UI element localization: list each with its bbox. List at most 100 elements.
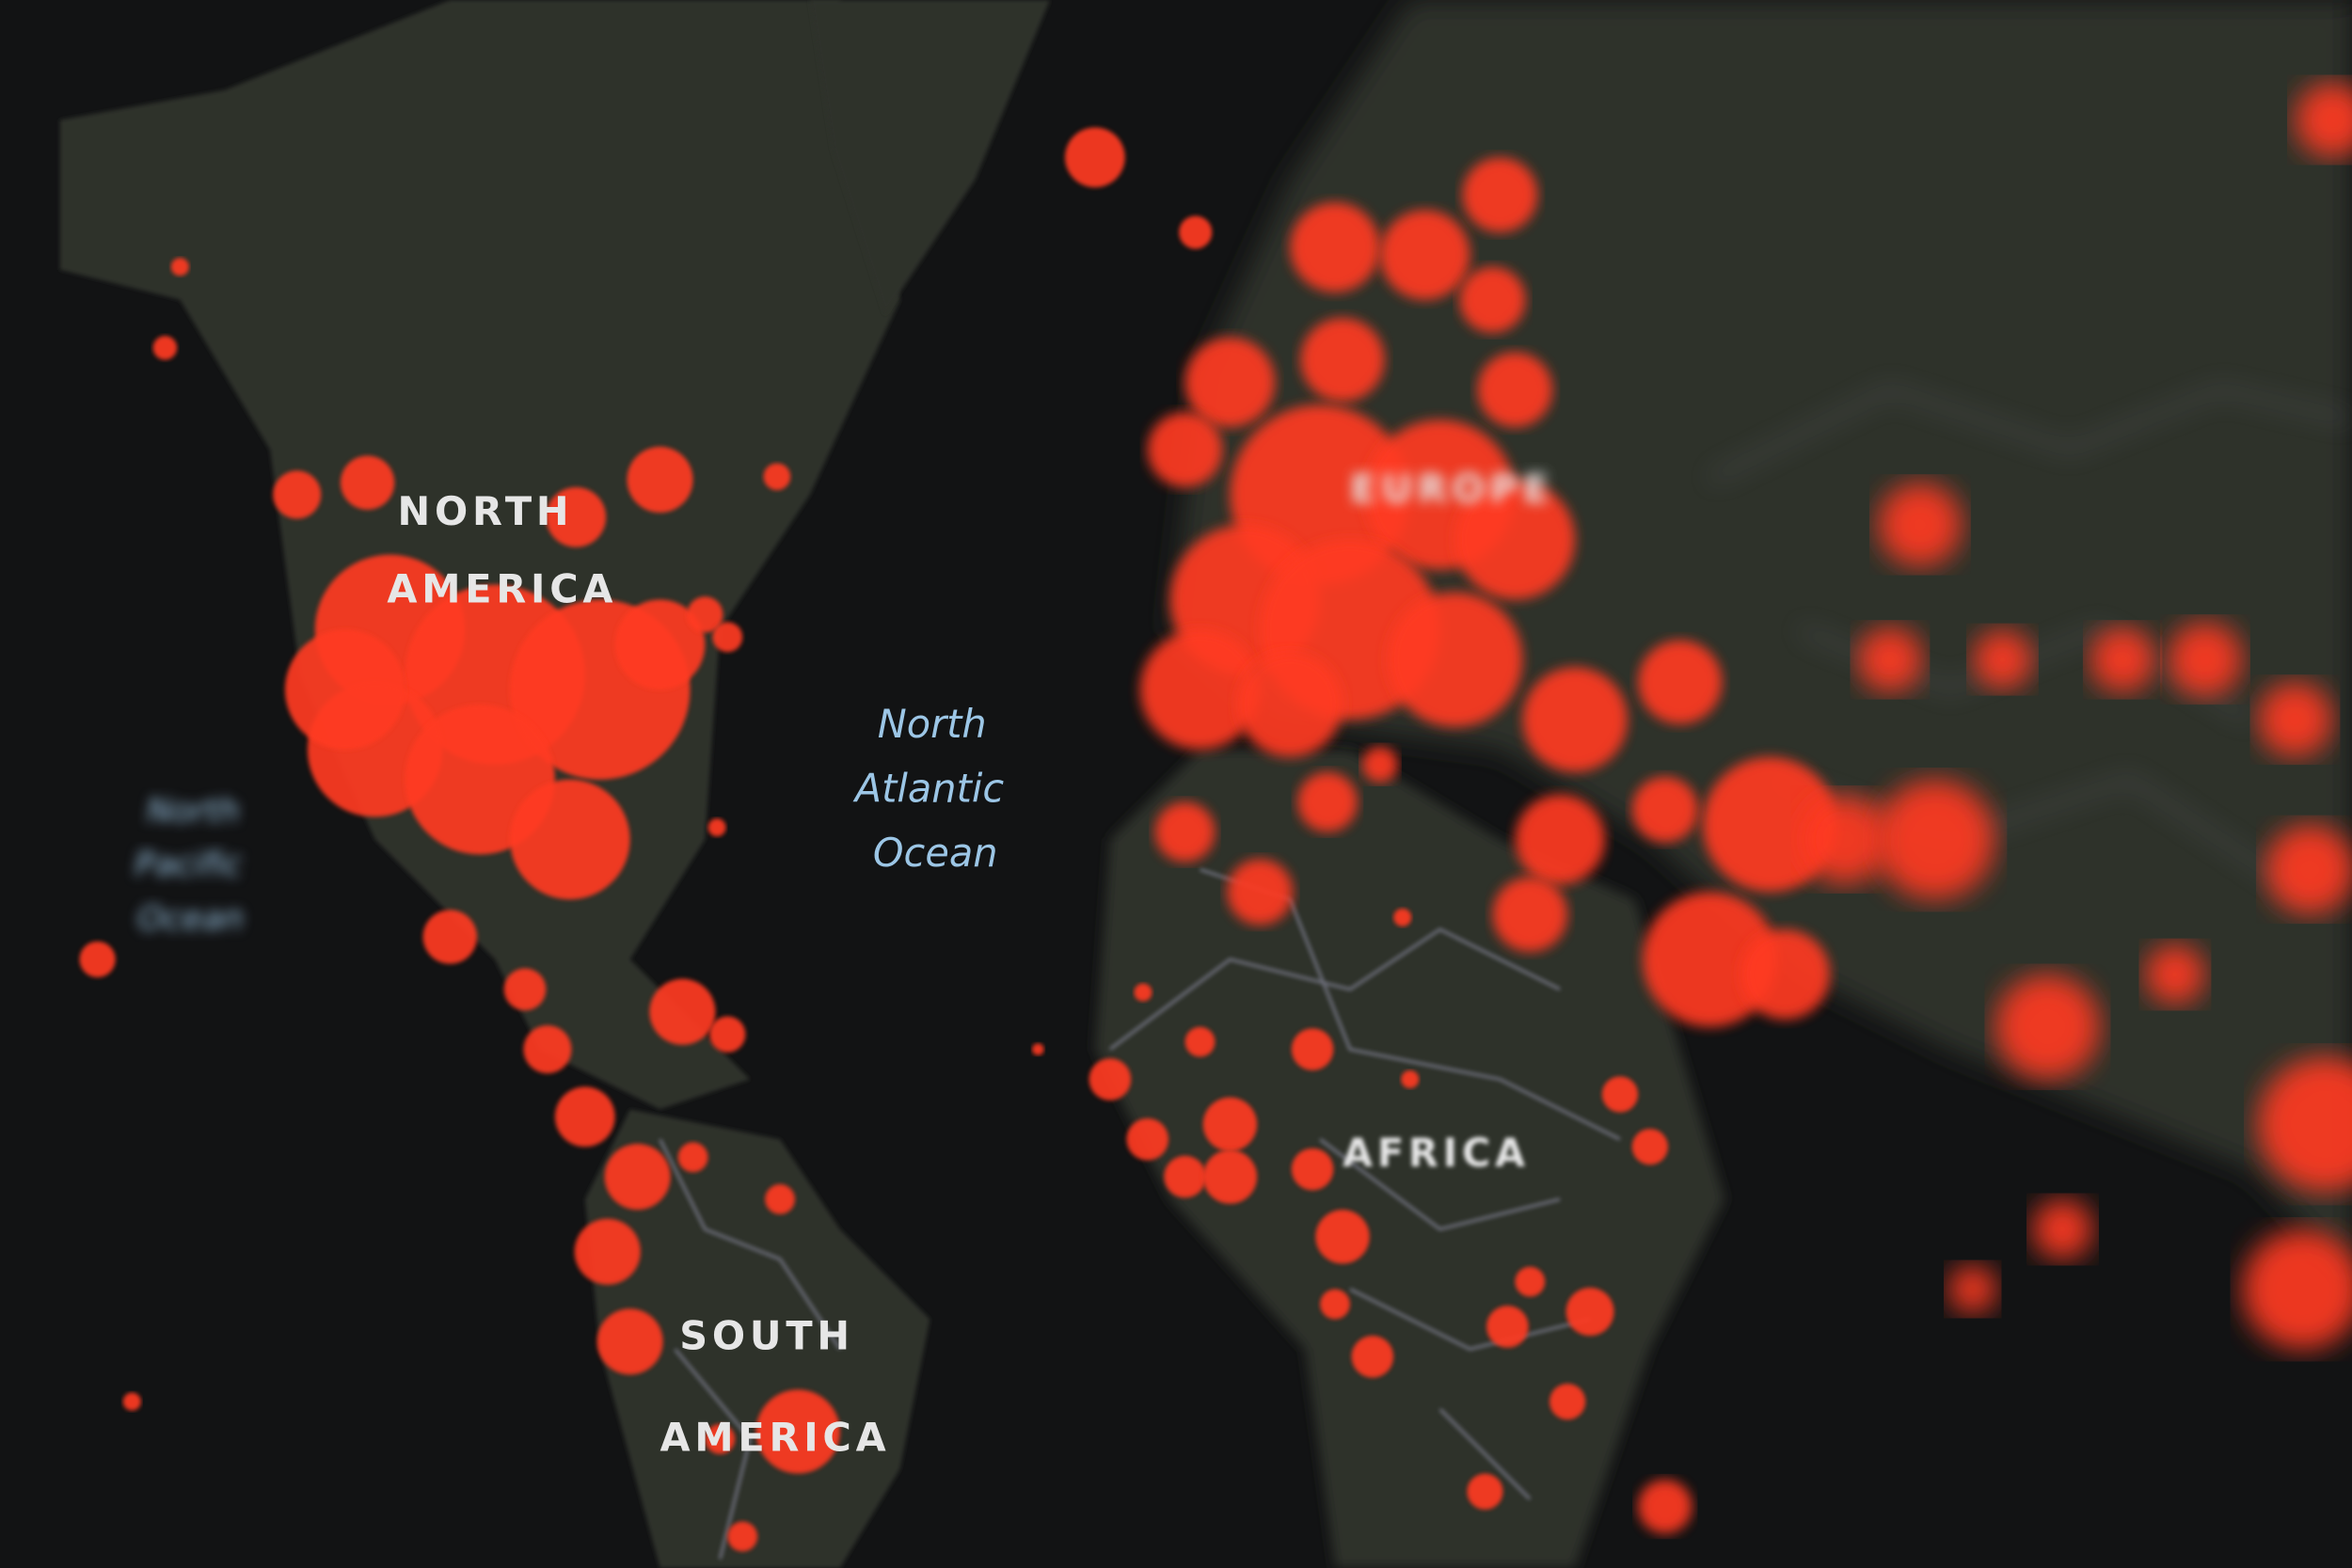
hotspot-marker[interactable] (614, 599, 706, 690)
hotspot-marker[interactable] (2257, 682, 2333, 757)
hotspot-marker[interactable] (2257, 1056, 2352, 1192)
hotspot-marker[interactable] (1134, 983, 1152, 1002)
hotspot-marker[interactable] (1565, 1287, 1614, 1336)
hotspot-marker[interactable] (1139, 629, 1261, 750)
hotspot-marker[interactable] (554, 1086, 615, 1148)
land-south-america (584, 1109, 930, 1568)
hotspot-marker[interactable] (1486, 1306, 1529, 1348)
hotspot-marker[interactable] (1972, 629, 2033, 690)
hotspot-marker[interactable] (1492, 877, 1568, 952)
hotspot-marker[interactable] (687, 596, 723, 633)
hotspot-marker[interactable] (1631, 776, 1698, 843)
hotspot-marker[interactable] (1361, 746, 1398, 783)
hotspot-marker[interactable] (503, 968, 547, 1011)
hotspot-marker[interactable] (1549, 1383, 1586, 1420)
hotspot-marker[interactable] (510, 779, 630, 900)
hotspot-marker[interactable] (627, 446, 693, 514)
hotspot-marker[interactable] (709, 1016, 746, 1053)
hotspot-marker[interactable] (1291, 1028, 1334, 1070)
hotspot-marker[interactable] (1315, 1210, 1370, 1264)
hotspot-marker[interactable] (2167, 622, 2243, 698)
hotspot-marker[interactable] (1638, 1479, 1692, 1534)
hotspot-marker[interactable] (1126, 1117, 1169, 1161)
hotspot-marker[interactable] (1994, 974, 2101, 1080)
hotspot-marker[interactable] (1631, 1129, 1668, 1165)
hotspot-marker[interactable] (1351, 1335, 1394, 1378)
hotspot-marker[interactable] (1740, 929, 1831, 1020)
hotspot-marker[interactable] (1184, 1026, 1216, 1057)
hotspot-marker[interactable] (1290, 202, 1380, 293)
hotspot-marker[interactable] (1462, 157, 1538, 233)
hotspot-marker[interactable] (1800, 794, 1890, 885)
hotspot-marker[interactable] (2032, 1198, 2093, 1259)
hotspot-marker[interactable] (712, 622, 743, 653)
hotspot-marker[interactable] (273, 470, 322, 519)
hotspot-marker[interactable] (1179, 215, 1213, 249)
hotspot-marker[interactable] (1601, 1076, 1639, 1113)
hotspot-marker[interactable] (1320, 1289, 1350, 1320)
hotspot-marker[interactable] (1522, 667, 1628, 772)
hotspot-marker[interactable] (1642, 892, 1778, 1027)
hotspot-marker[interactable] (1459, 266, 1526, 333)
hotspot-marker[interactable] (1297, 771, 1358, 832)
hotspot-marker[interactable] (1300, 317, 1385, 403)
hotspot-marker[interactable] (596, 1308, 663, 1375)
hotspot-marker[interactable] (340, 455, 395, 510)
hotspot-marker[interactable] (1948, 1265, 1997, 1314)
hotspot-marker[interactable] (1031, 1043, 1044, 1055)
hotspot-marker[interactable] (1154, 801, 1216, 863)
hotspot-marker[interactable] (1401, 1069, 1420, 1089)
hotspot-marker[interactable] (79, 941, 116, 978)
label-north-atlantic-3: Ocean (873, 831, 998, 876)
hotspot-marker[interactable] (1454, 479, 1576, 600)
hotspot-marker[interactable] (152, 335, 178, 360)
hotspot-marker[interactable] (170, 258, 189, 277)
hotspot-marker[interactable] (284, 629, 405, 750)
hotspot-marker[interactable] (2144, 944, 2205, 1005)
hotspot-marker[interactable] (707, 818, 726, 837)
hotspot-marker[interactable] (2265, 824, 2352, 915)
hotspot-marker[interactable] (1291, 1148, 1334, 1191)
hotspot-marker[interactable] (523, 1025, 572, 1074)
hotspot-marker[interactable] (1467, 1473, 1503, 1510)
hotspot-marker[interactable] (1702, 756, 1838, 893)
hotspot-marker[interactable] (649, 978, 716, 1045)
hotspot-marker[interactable] (1638, 640, 1723, 724)
hotspot-marker[interactable] (422, 910, 478, 964)
hotspot-marker[interactable] (755, 1389, 840, 1474)
hotspot-layer (79, 82, 2352, 1552)
hotspot-marker[interactable] (1477, 352, 1553, 428)
hotspot-marker[interactable] (604, 1143, 671, 1211)
hotspot-marker[interactable] (1878, 483, 1963, 567)
hotspot-marker[interactable] (1387, 592, 1523, 727)
hotspot-marker[interactable] (1184, 337, 1276, 428)
hotspot-marker[interactable] (1515, 1266, 1546, 1297)
hotspot-marker[interactable] (765, 1184, 796, 1214)
hotspot-marker[interactable] (1164, 1155, 1206, 1198)
hotspot-marker[interactable] (1202, 1097, 1258, 1151)
hotspot-marker[interactable] (727, 1521, 758, 1552)
hotspot-marker[interactable] (705, 1424, 736, 1454)
hotspot-marker[interactable] (1065, 127, 1125, 188)
hotspot-marker[interactable] (122, 1392, 141, 1411)
hotspot-marker[interactable] (1393, 908, 1412, 927)
hotspot-marker[interactable] (1227, 859, 1294, 926)
hotspot-marker[interactable] (1237, 652, 1343, 757)
hotspot-marker[interactable] (2242, 1228, 2352, 1350)
hotspot-marker[interactable] (574, 1218, 641, 1285)
hotspot-marker[interactable] (677, 1142, 708, 1173)
label-north-atlantic-1: North (878, 702, 987, 747)
hotspot-marker[interactable] (546, 486, 607, 547)
hotspot-marker[interactable] (1089, 1058, 1132, 1101)
border-lines-africa (1108, 867, 1621, 1500)
hotspot-marker[interactable] (1874, 779, 1995, 900)
hotspot-marker[interactable] (1147, 412, 1223, 487)
hotspot-marker[interactable] (1379, 210, 1470, 300)
hotspot-marker[interactable] (763, 463, 791, 491)
hotspot-marker[interactable] (2089, 626, 2156, 693)
hotspot-marker[interactable] (1515, 794, 1605, 885)
hotspot-marker[interactable] (2295, 82, 2352, 158)
hotspot-marker[interactable] (1856, 626, 1924, 693)
hotspot-marker[interactable] (1202, 1149, 1258, 1204)
